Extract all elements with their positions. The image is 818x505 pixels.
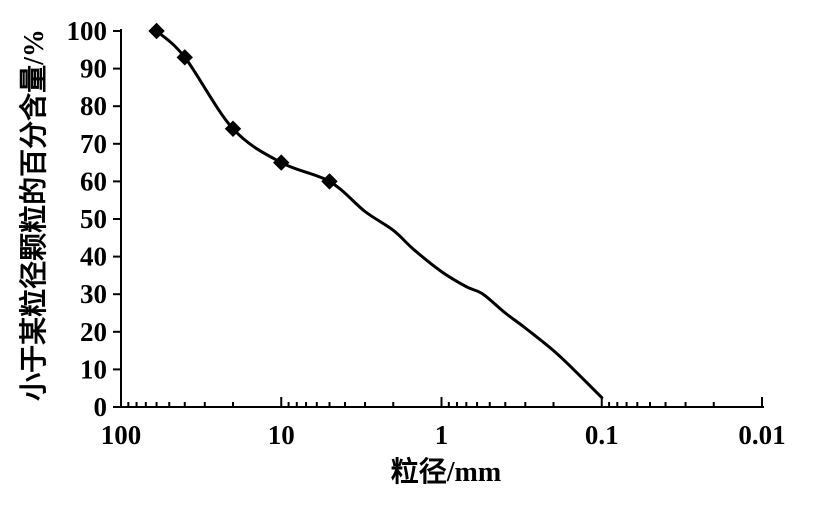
- data-point-marker: [224, 120, 242, 137]
- y-tick-label: 80: [80, 91, 107, 121]
- data-point-marker: [273, 154, 290, 171]
- y-axis-title: 小于某粒径颗粒的百分含量/%: [17, 29, 50, 401]
- data-point-marker: [176, 49, 193, 66]
- data-series: [148, 22, 604, 400]
- x-tick-label: 0.1: [585, 420, 619, 450]
- grain-size-distribution-curve: [155, 29, 604, 400]
- data-point-marker: [148, 22, 165, 40]
- x-tick-label: 1: [435, 420, 449, 450]
- x-axis-tick-labels: 100 10 1 0.1 0.01: [101, 420, 786, 450]
- x-tick-label: 10: [268, 420, 295, 450]
- y-axis-tick-labels: 0 10 20 30 40 50 60 70 80 90 100: [67, 16, 108, 422]
- y-tick-label: 20: [80, 317, 107, 347]
- x-axis-title: 粒径/mm: [391, 456, 501, 488]
- x-axis-ticks: [120, 397, 763, 407]
- y-tick-label: 100: [67, 16, 108, 46]
- y-tick-label: 70: [80, 129, 107, 159]
- y-tick-label: 60: [80, 166, 107, 196]
- data-point-marker: [321, 173, 338, 190]
- y-tick-label: 40: [80, 242, 107, 272]
- x-tick-label: 100: [101, 420, 142, 450]
- x-tick-label: 0.01: [738, 420, 785, 450]
- y-tick-label: 90: [80, 54, 107, 84]
- y-tick-label: 50: [80, 204, 107, 234]
- y-axis-ticks: [113, 30, 121, 408]
- y-tick-label: 10: [80, 354, 107, 384]
- y-tick-label: 30: [80, 279, 107, 309]
- y-tick-label: 0: [94, 392, 108, 422]
